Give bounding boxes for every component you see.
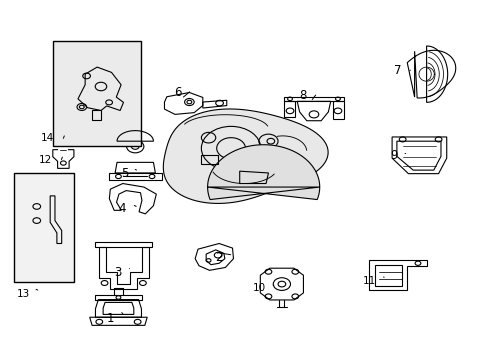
Text: 11: 11 <box>362 275 376 285</box>
Text: 4: 4 <box>118 202 125 215</box>
Text: 5: 5 <box>121 167 128 180</box>
Text: 7: 7 <box>393 64 401 77</box>
Text: 6: 6 <box>173 86 181 99</box>
Text: 8: 8 <box>299 89 306 102</box>
Polygon shape <box>207 145 319 199</box>
Text: 13: 13 <box>17 289 30 298</box>
Polygon shape <box>163 109 327 203</box>
Text: 10: 10 <box>252 283 265 293</box>
Text: 2: 2 <box>215 251 223 264</box>
Bar <box>53 41 141 147</box>
Bar <box>14 173 74 282</box>
Text: 9: 9 <box>389 149 397 162</box>
Text: 12: 12 <box>39 154 52 165</box>
Text: 1: 1 <box>106 312 114 325</box>
Text: 14: 14 <box>41 133 54 143</box>
Text: 3: 3 <box>114 266 121 279</box>
